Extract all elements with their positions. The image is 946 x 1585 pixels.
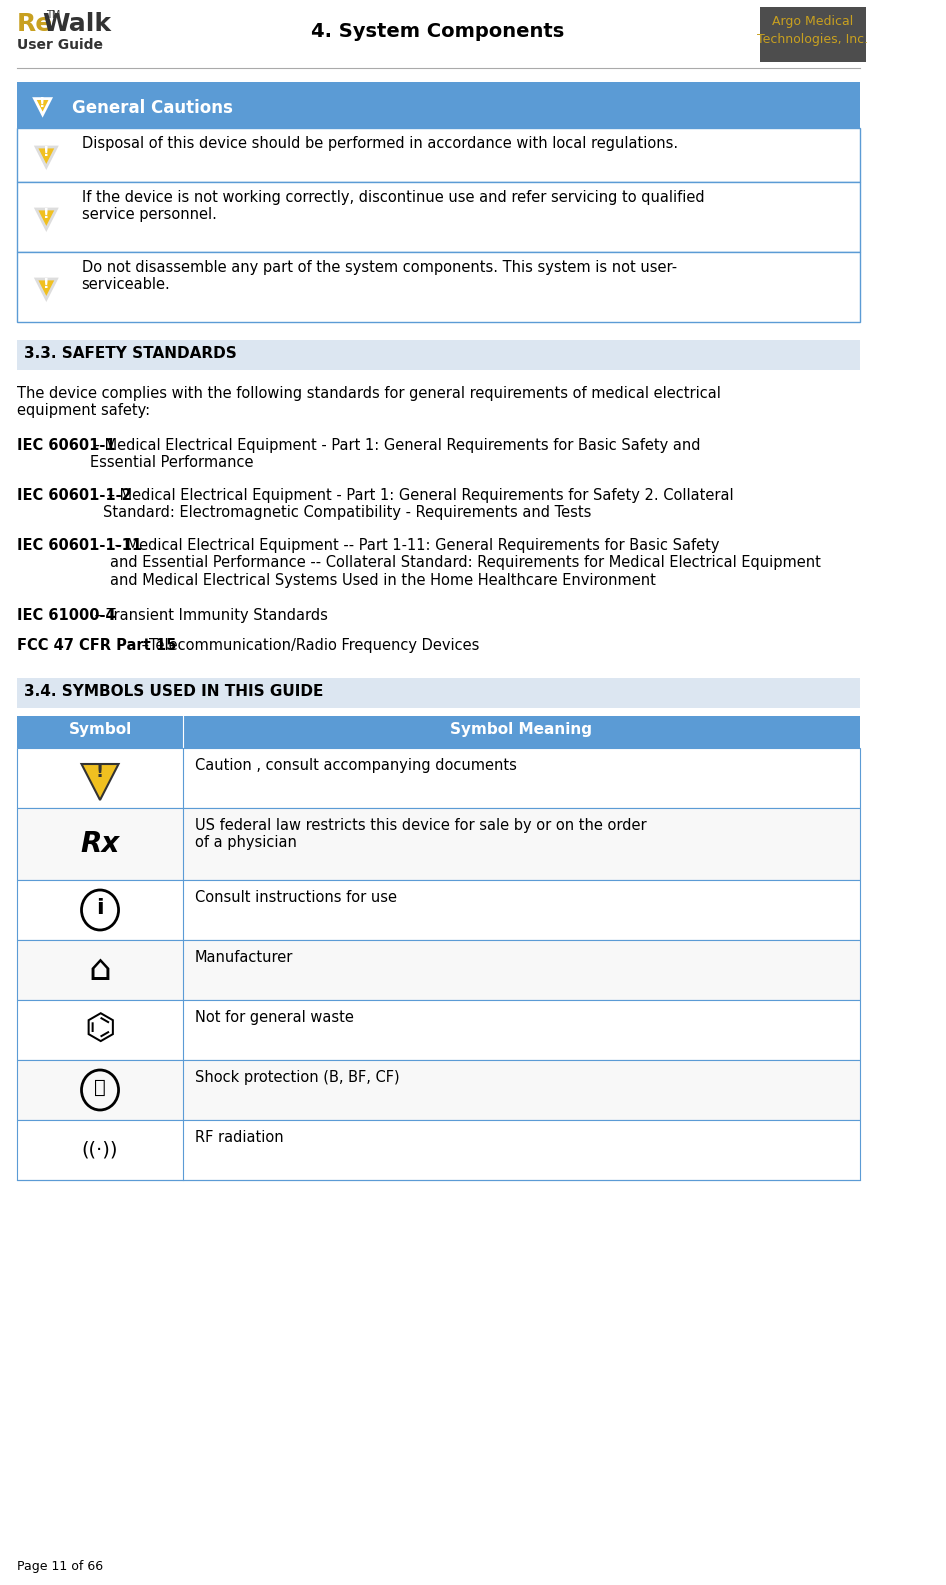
Text: !: !	[96, 762, 104, 781]
Text: ⭯: ⭯	[95, 1078, 106, 1097]
Polygon shape	[36, 209, 57, 228]
Text: IEC 60601-1-11: IEC 60601-1-11	[17, 537, 142, 553]
FancyBboxPatch shape	[17, 940, 860, 1000]
FancyBboxPatch shape	[17, 1000, 860, 1060]
FancyBboxPatch shape	[17, 128, 860, 182]
Text: – Transient Immunity Standards: – Transient Immunity Standards	[90, 609, 328, 623]
Text: Consult instructions for use: Consult instructions for use	[195, 891, 396, 905]
Text: IEC 60601-1: IEC 60601-1	[17, 437, 115, 453]
Text: IEC 61000-4: IEC 61000-4	[17, 609, 115, 623]
Text: !: !	[44, 277, 49, 292]
Text: General Cautions: General Cautions	[72, 98, 233, 117]
FancyBboxPatch shape	[17, 748, 860, 808]
Polygon shape	[36, 279, 57, 300]
Text: Caution , consult accompanying documents: Caution , consult accompanying documents	[195, 758, 517, 773]
Polygon shape	[81, 764, 118, 800]
Text: i: i	[96, 899, 104, 918]
FancyBboxPatch shape	[17, 716, 860, 748]
FancyBboxPatch shape	[17, 182, 860, 252]
Polygon shape	[34, 98, 51, 114]
FancyBboxPatch shape	[17, 880, 860, 940]
Text: US federal law restricts this device for sale by or on the order
of a physician: US federal law restricts this device for…	[195, 818, 646, 851]
Text: 4. System Components: 4. System Components	[311, 22, 565, 41]
Text: Not for general waste: Not for general waste	[195, 1010, 354, 1025]
Text: Symbol Meaning: Symbol Meaning	[450, 723, 592, 737]
FancyBboxPatch shape	[17, 341, 860, 369]
FancyBboxPatch shape	[17, 1121, 860, 1179]
Text: Manufacturer: Manufacturer	[195, 949, 293, 965]
Text: 3.3. SAFETY STANDARDS: 3.3. SAFETY STANDARDS	[24, 346, 236, 361]
Text: – Medical Electrical Equipment -- Part 1-11: General Requirements for Basic Safe: – Medical Electrical Equipment -- Part 1…	[110, 537, 821, 588]
Text: – Medical Electrical Equipment - Part 1: General Requirements for Safety 2. Coll: – Medical Electrical Equipment - Part 1:…	[103, 488, 734, 520]
Text: FCC 47 CFR Part 15: FCC 47 CFR Part 15	[17, 639, 176, 653]
Text: ⌂: ⌂	[89, 953, 112, 987]
Text: Shock protection (B, BF, CF): Shock protection (B, BF, CF)	[195, 1070, 399, 1086]
Text: !: !	[44, 144, 49, 158]
Text: RF radiation: RF radiation	[195, 1130, 283, 1144]
Text: Technologies, Inc.: Technologies, Inc.	[757, 33, 867, 46]
Text: Re: Re	[17, 13, 53, 36]
Text: Argo Medical: Argo Medical	[772, 14, 853, 29]
Text: !: !	[44, 208, 49, 220]
Text: !: !	[40, 95, 45, 109]
Text: Walk: Walk	[43, 13, 112, 36]
Polygon shape	[36, 147, 57, 166]
Text: –Telecommunication/Radio Frequency Devices: –Telecommunication/Radio Frequency Devic…	[137, 639, 479, 653]
Text: - Medical Electrical Equipment - Part 1: General Requirements for Basic Safety a: - Medical Electrical Equipment - Part 1:…	[90, 437, 701, 471]
Text: ⌬: ⌬	[84, 1013, 115, 1048]
Text: Page 11 of 66: Page 11 of 66	[17, 1560, 103, 1572]
FancyBboxPatch shape	[760, 6, 866, 62]
Text: If the device is not working correctly, discontinue use and refer servicing to q: If the device is not working correctly, …	[81, 190, 704, 222]
Text: Symbol: Symbol	[68, 723, 131, 737]
FancyBboxPatch shape	[17, 1060, 860, 1121]
FancyBboxPatch shape	[17, 678, 860, 708]
Text: User Guide: User Guide	[17, 38, 103, 52]
Text: Do not disassemble any part of the system components. This system is not user-
s: Do not disassemble any part of the syste…	[81, 260, 676, 292]
Text: Rx: Rx	[80, 831, 119, 857]
Text: Disposal of this device should be performed in accordance with local regulations: Disposal of this device should be perfor…	[81, 136, 677, 151]
Text: ((·)): ((·))	[81, 1141, 118, 1160]
Text: The device complies with the following standards for general requirements of med: The device complies with the following s…	[17, 387, 721, 418]
Text: TM: TM	[46, 10, 61, 21]
FancyBboxPatch shape	[17, 808, 860, 880]
Text: 3.4. SYMBOLS USED IN THIS GUIDE: 3.4. SYMBOLS USED IN THIS GUIDE	[24, 685, 324, 699]
FancyBboxPatch shape	[17, 82, 860, 128]
FancyBboxPatch shape	[17, 252, 860, 322]
Text: IEC 60601-1-2: IEC 60601-1-2	[17, 488, 131, 502]
